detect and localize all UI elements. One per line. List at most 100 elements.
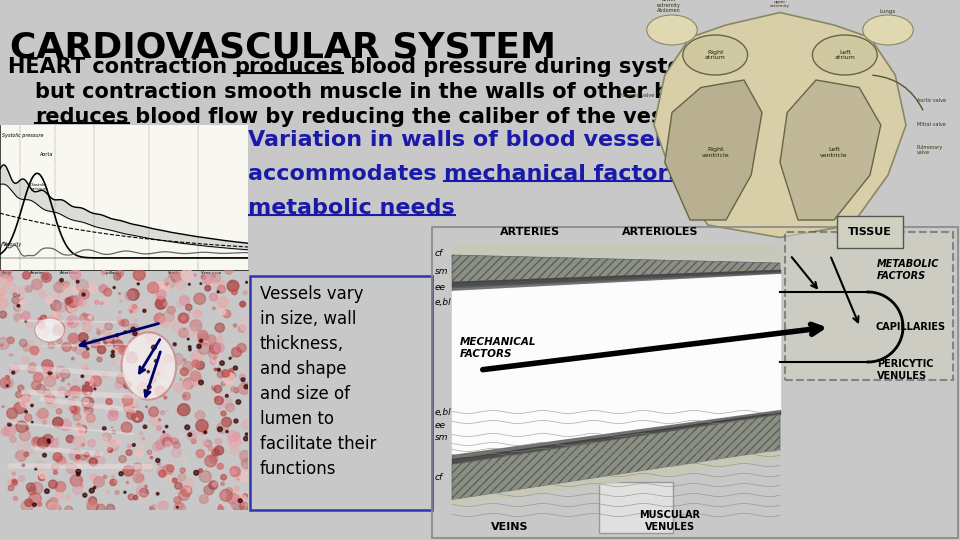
Circle shape xyxy=(133,403,138,408)
Circle shape xyxy=(194,293,205,305)
Circle shape xyxy=(49,480,58,489)
Circle shape xyxy=(54,471,58,474)
Circle shape xyxy=(67,383,70,386)
Circle shape xyxy=(49,438,59,448)
Circle shape xyxy=(80,478,82,481)
Circle shape xyxy=(221,397,231,408)
Circle shape xyxy=(70,269,81,280)
Circle shape xyxy=(15,392,22,398)
Circle shape xyxy=(81,455,86,460)
Circle shape xyxy=(196,449,204,457)
Circle shape xyxy=(19,390,31,401)
Circle shape xyxy=(60,279,63,282)
Circle shape xyxy=(106,490,109,493)
Circle shape xyxy=(213,383,219,388)
Ellipse shape xyxy=(122,333,176,400)
Circle shape xyxy=(124,330,127,333)
Circle shape xyxy=(13,496,17,501)
Circle shape xyxy=(84,406,93,414)
Circle shape xyxy=(136,450,144,457)
Ellipse shape xyxy=(812,35,877,75)
Circle shape xyxy=(230,280,233,283)
Text: Diastolic
pressure: Diastolic pressure xyxy=(30,183,48,191)
Circle shape xyxy=(102,271,106,275)
Circle shape xyxy=(48,371,52,375)
Circle shape xyxy=(48,342,55,348)
Circle shape xyxy=(124,408,129,412)
Circle shape xyxy=(83,493,87,497)
Circle shape xyxy=(42,435,53,444)
Circle shape xyxy=(157,462,160,465)
Circle shape xyxy=(19,476,25,481)
Circle shape xyxy=(29,492,41,504)
Circle shape xyxy=(94,388,96,390)
Circle shape xyxy=(12,480,17,485)
Circle shape xyxy=(4,282,16,293)
Text: Aortic valve: Aortic valve xyxy=(917,98,946,103)
Circle shape xyxy=(53,417,63,427)
Circle shape xyxy=(214,396,219,401)
Circle shape xyxy=(120,346,126,352)
Circle shape xyxy=(240,450,252,462)
Circle shape xyxy=(239,374,246,380)
Circle shape xyxy=(194,274,197,276)
Text: Lower
extremity
Abdomen: Lower extremity Abdomen xyxy=(657,0,681,14)
Circle shape xyxy=(76,469,81,474)
Circle shape xyxy=(151,456,153,459)
Circle shape xyxy=(71,406,80,414)
Circle shape xyxy=(104,374,107,376)
Circle shape xyxy=(159,282,170,292)
Circle shape xyxy=(25,410,27,413)
Circle shape xyxy=(164,277,176,288)
Circle shape xyxy=(204,485,214,495)
Circle shape xyxy=(33,368,37,372)
Circle shape xyxy=(132,305,136,309)
Circle shape xyxy=(177,507,179,508)
FancyBboxPatch shape xyxy=(599,482,673,533)
Text: Right
atrium: Right atrium xyxy=(705,50,726,60)
Circle shape xyxy=(46,396,59,408)
Text: HEART contraction: HEART contraction xyxy=(8,57,234,77)
Circle shape xyxy=(213,279,219,284)
FancyBboxPatch shape xyxy=(250,276,432,510)
Circle shape xyxy=(2,406,4,407)
Circle shape xyxy=(183,378,194,389)
Circle shape xyxy=(86,348,89,350)
Circle shape xyxy=(24,452,29,456)
Circle shape xyxy=(7,408,17,418)
Circle shape xyxy=(162,465,173,475)
Circle shape xyxy=(215,396,224,404)
Circle shape xyxy=(110,354,114,357)
Circle shape xyxy=(75,426,84,435)
Circle shape xyxy=(119,347,131,358)
Circle shape xyxy=(190,320,202,332)
Circle shape xyxy=(104,336,114,346)
FancyBboxPatch shape xyxy=(785,232,953,380)
Circle shape xyxy=(179,490,189,501)
Circle shape xyxy=(245,383,251,389)
Circle shape xyxy=(67,296,79,307)
Circle shape xyxy=(200,471,211,482)
Circle shape xyxy=(76,458,81,463)
Text: Pulmonary
valve: Pulmonary valve xyxy=(917,145,943,156)
Circle shape xyxy=(117,374,128,384)
Circle shape xyxy=(149,407,158,416)
Circle shape xyxy=(230,470,236,475)
Circle shape xyxy=(188,311,190,313)
Circle shape xyxy=(208,350,218,359)
Circle shape xyxy=(71,335,80,344)
Circle shape xyxy=(99,285,108,293)
Circle shape xyxy=(120,300,122,302)
Circle shape xyxy=(179,313,189,323)
Circle shape xyxy=(143,309,146,312)
Circle shape xyxy=(140,494,150,503)
Circle shape xyxy=(221,411,226,416)
Circle shape xyxy=(47,439,50,442)
Circle shape xyxy=(115,490,119,495)
Circle shape xyxy=(186,489,190,492)
Circle shape xyxy=(228,430,239,442)
Circle shape xyxy=(156,426,161,430)
Circle shape xyxy=(32,421,33,423)
Circle shape xyxy=(241,348,243,349)
Circle shape xyxy=(68,333,79,343)
